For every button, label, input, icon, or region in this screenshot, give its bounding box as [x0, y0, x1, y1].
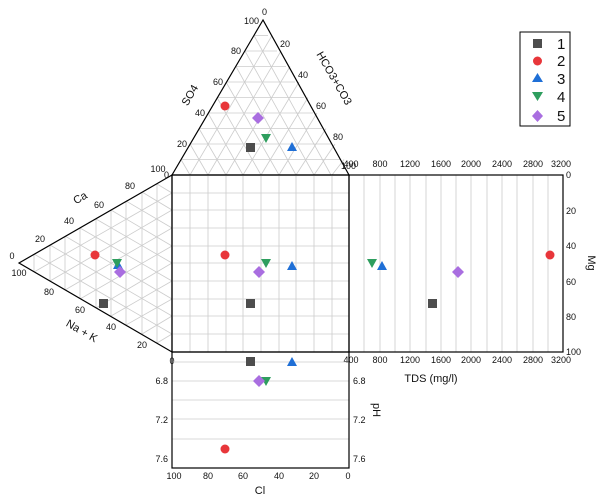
svg-text:2400: 2400: [492, 355, 512, 365]
svg-text:80: 80: [566, 312, 576, 322]
svg-text:6.8: 6.8: [353, 376, 366, 386]
svg-text:2800: 2800: [523, 355, 543, 365]
svg-text:2000: 2000: [461, 159, 481, 169]
series-2-markers: [90, 101, 555, 454]
svg-text:100: 100: [150, 164, 165, 174]
svg-text:0: 0: [345, 471, 350, 481]
central-square-grid: [172, 175, 349, 352]
mg-right-ticks: 0 20 40 60 80 100: [566, 170, 581, 357]
svg-text:80: 80: [44, 287, 54, 297]
svg-text:20: 20: [177, 139, 187, 149]
svg-text:60: 60: [75, 305, 85, 315]
tds-top-ticks: 400 800 1200 1600 2000 2400 2800 3200: [343, 159, 571, 169]
nak-axis-label: Na + K: [64, 318, 100, 346]
svg-text:80: 80: [203, 471, 213, 481]
svg-text:0: 0: [566, 170, 571, 180]
svg-text:80: 80: [125, 181, 135, 191]
svg-text:20: 20: [35, 234, 45, 244]
svg-text:3: 3: [557, 71, 565, 88]
svg-text:1200: 1200: [400, 159, 420, 169]
tds-bottom-ticks: 400 800 1200 1600 2000 2400 2800 3200: [343, 355, 571, 365]
mg-axis-label: Mg: [585, 255, 597, 270]
ca-axis-ticks: 0 20 40 60 80 100: [9, 164, 165, 261]
ph-left-ticks: 6.8 7.2 7.6: [155, 376, 168, 464]
svg-text:3200: 3200: [551, 159, 571, 169]
svg-text:400: 400: [343, 159, 358, 169]
svg-text:20: 20: [137, 340, 147, 350]
svg-text:5: 5: [557, 108, 565, 125]
svg-text:40: 40: [298, 70, 308, 80]
series-1-markers: [99, 143, 437, 366]
hco3-axis-ticks: 0 20 40 60 80 100: [262, 7, 356, 171]
svg-text:100: 100: [566, 347, 581, 357]
svg-text:7.2: 7.2: [155, 415, 168, 425]
series-4-markers: [112, 134, 377, 386]
legend-item-2: 2: [533, 53, 565, 70]
tds-panel-frame: [348, 174, 564, 353]
svg-text:2000: 2000: [461, 355, 481, 365]
svg-text:800: 800: [372, 355, 387, 365]
ph-right-ticks: 6.8 7.2 7.6: [353, 376, 366, 464]
svg-text:60: 60: [316, 101, 326, 111]
svg-text:20: 20: [280, 39, 290, 49]
svg-text:100: 100: [11, 268, 26, 278]
legend-item-3: 3: [532, 71, 565, 88]
svg-text:80: 80: [333, 132, 343, 142]
svg-text:800: 800: [372, 159, 387, 169]
legend: 1 2 3 4 5: [519, 31, 571, 127]
svg-text:0: 0: [164, 170, 169, 180]
cation-triangle-grid: [33, 183, 173, 344]
svg-text:60: 60: [94, 200, 104, 210]
svg-text:1200: 1200: [400, 355, 420, 365]
legend-item-1: 1: [533, 36, 565, 53]
svg-text:2800: 2800: [523, 159, 543, 169]
svg-text:100: 100: [341, 161, 356, 171]
svg-text:4: 4: [557, 89, 565, 106]
cl-bottom-ticks: 100 80 60 40 20 0: [166, 471, 350, 481]
tds-panel-grid: [363, 175, 549, 352]
svg-text:6.8: 6.8: [155, 376, 168, 386]
svg-text:1600: 1600: [431, 159, 451, 169]
so4-axis-label: SO4: [180, 83, 201, 108]
svg-text:100: 100: [166, 471, 181, 481]
svg-text:20: 20: [309, 471, 319, 481]
svg-text:40: 40: [566, 241, 576, 251]
svg-text:0: 0: [262, 7, 267, 17]
svg-text:40: 40: [106, 322, 116, 332]
ph-panel-grid: [172, 361, 349, 440]
nak-axis-ticks: 100 80 60 40 20 0: [11, 268, 174, 366]
svg-text:40: 40: [64, 216, 74, 226]
svg-text:1600: 1600: [431, 355, 451, 365]
svg-text:40: 40: [274, 471, 284, 481]
ph-panel-frame: [171, 351, 350, 469]
hco3-axis-label: HCO3+CO3: [313, 50, 353, 108]
svg-text:60: 60: [213, 77, 223, 87]
tds-axis-label: TDS (mg/l): [404, 373, 457, 385]
ca-axis-label: Ca: [71, 189, 90, 207]
so4-axis-ticks: 0 20 40 60 80 100: [164, 16, 259, 180]
central-square-frame: [171, 174, 350, 353]
svg-text:0: 0: [9, 251, 14, 261]
svg-text:1: 1: [557, 36, 565, 53]
svg-text:7.6: 7.6: [353, 454, 366, 464]
svg-text:100: 100: [244, 16, 259, 26]
svg-text:400: 400: [343, 355, 358, 365]
series-5-markers: [114, 112, 464, 387]
svg-text:20: 20: [566, 206, 576, 216]
svg-text:2400: 2400: [492, 159, 512, 169]
svg-text:2: 2: [557, 53, 565, 70]
ph-axis-label: pH: [370, 403, 382, 417]
legend-item-4: 4: [532, 89, 565, 106]
svg-text:7.6: 7.6: [155, 454, 168, 464]
svg-text:3200: 3200: [551, 355, 571, 365]
svg-text:40: 40: [195, 108, 205, 118]
svg-text:7.2: 7.2: [353, 415, 366, 425]
svg-text:60: 60: [238, 471, 248, 481]
legend-item-5: 5: [532, 108, 565, 125]
svg-text:60: 60: [566, 277, 576, 287]
cl-axis-label: Cl: [255, 485, 265, 496]
legend-frame: [519, 31, 571, 127]
svg-text:80: 80: [231, 46, 241, 56]
